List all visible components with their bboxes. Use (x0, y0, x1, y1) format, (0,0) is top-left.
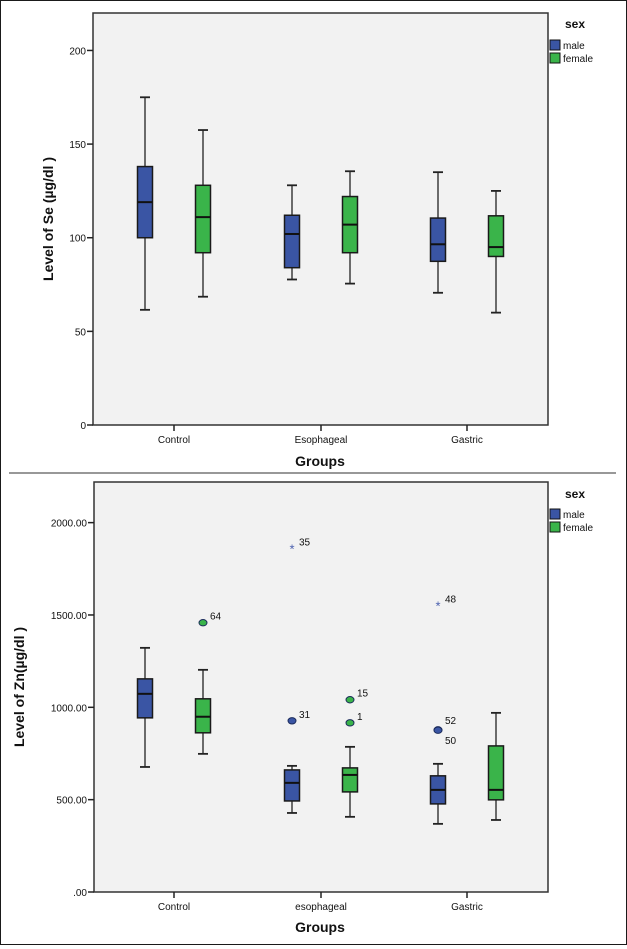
x-axis-label: Groups (295, 919, 345, 935)
outlier-label: 31 (299, 710, 311, 721)
iqr-box (136, 678, 154, 719)
outlier-point (433, 726, 443, 734)
x-axis: Control Esophageal Gastric (158, 425, 483, 446)
x-tick-label: Control (158, 902, 190, 913)
legend-swatch-female (549, 52, 561, 64)
outlier-label: 50 (445, 736, 457, 747)
box-female-gastric (487, 711, 505, 821)
y-tick-label: 0 (80, 421, 86, 432)
legend-label-female: female (563, 54, 593, 65)
extreme-outlier-star: * (289, 542, 294, 557)
legend-label-male: male (563, 510, 585, 521)
y-axis-label: Level of Se (µg/dl ) (40, 157, 56, 281)
x-axis: Control esophageal Gastric (158, 892, 483, 913)
x-tick-label: Gastric (451, 902, 483, 913)
se-boxplot-panel: 0 50 100 150 200 Control Esophageal Gastric Le… (40, 12, 593, 469)
y-tick-label: 100 (69, 234, 86, 245)
y-axis: 0 50 100 150 200 (69, 46, 93, 432)
x-tick-label: Control (158, 435, 190, 446)
iqr-box (283, 769, 301, 802)
outlier-label: 15 (357, 689, 369, 700)
y-tick-label: 2000.00 (51, 519, 88, 530)
box-female-gastric (487, 190, 505, 314)
y-tick-label: .00 (73, 888, 87, 899)
iqr-box (283, 214, 301, 269)
y-tick-label: 1500.00 (51, 611, 88, 622)
legend-swatch-male (549, 39, 561, 51)
outlier-point (345, 719, 355, 727)
extreme-outlier-star: * (435, 599, 440, 614)
outlier-point (345, 696, 355, 704)
x-tick-label: Esophageal (295, 435, 348, 446)
x-tick-label: esophageal (295, 902, 347, 913)
y-axis-label: Level of Zn(µg/dl ) (11, 627, 27, 747)
legend-swatch-male (549, 508, 561, 520)
legend-swatch-female (549, 521, 561, 533)
outlier-label: 48 (445, 595, 457, 606)
outlier-label: 1 (357, 712, 363, 723)
outlier-label: 52 (445, 716, 457, 727)
legend-title: sex (565, 487, 585, 501)
outlier-label: 35 (299, 538, 311, 549)
box-male-gastric: 52 50 * 48 (429, 595, 457, 825)
box-female-esophageal: 1 15 (341, 689, 369, 818)
outlier-point (287, 717, 297, 725)
box-male-control (136, 646, 154, 768)
box-female-control (194, 129, 212, 298)
iqr-box (429, 217, 447, 263)
y-tick-label: 200 (69, 46, 86, 57)
box-female-control: 64 (194, 612, 222, 755)
box-male-esophageal (283, 184, 301, 281)
legend-label-male: male (563, 41, 585, 52)
legend: sex male female (549, 17, 593, 65)
y-axis: .00 500.00 1000.00 1500.00 2000.00 (51, 519, 94, 899)
box-male-control (136, 96, 154, 311)
legend: sex male female (549, 487, 593, 534)
box-male-esophageal: 31 * 35 (283, 538, 311, 814)
outlier-point (198, 619, 208, 627)
y-tick-label: 1000.00 (51, 703, 88, 714)
zn-boxplot-panel: .00 500.00 1000.00 1500.00 2000.00 Control es… (11, 481, 593, 935)
iqr-box (487, 215, 505, 258)
iqr-box (341, 767, 359, 793)
y-tick-label: 500.00 (56, 796, 87, 807)
box-marks (136, 96, 505, 314)
outlier-label: 64 (210, 612, 222, 623)
plot-area (93, 481, 549, 893)
box-female-esophageal (341, 170, 359, 285)
y-tick-label: 150 (69, 140, 86, 151)
x-axis-label: Groups (295, 453, 345, 469)
box-male-gastric (429, 171, 447, 294)
legend-label-female: female (563, 523, 593, 534)
box-marks: 31 * 35 52 50 * 48 64 1 15 (136, 538, 505, 825)
legend-title: sex (565, 17, 585, 31)
iqr-box (487, 745, 505, 801)
iqr-box (194, 184, 212, 254)
x-tick-label: Gastric (451, 435, 483, 446)
plot-area (92, 12, 549, 426)
y-tick-label: 50 (75, 327, 87, 338)
